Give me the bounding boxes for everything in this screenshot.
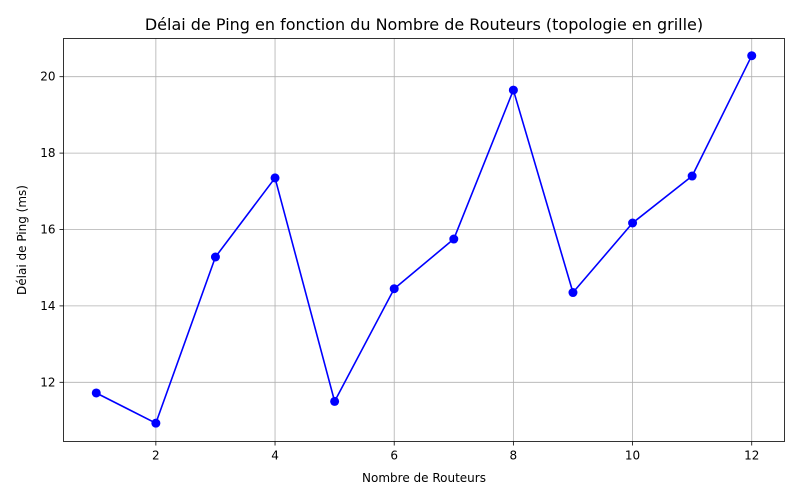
grid bbox=[63, 38, 785, 442]
data-point bbox=[151, 418, 161, 428]
series-line bbox=[95, 55, 753, 424]
y-tick-label: 14 bbox=[40, 299, 55, 313]
data-point bbox=[628, 218, 638, 228]
y-tick-label: 20 bbox=[40, 70, 55, 84]
x-tick-label: 8 bbox=[510, 449, 518, 463]
data-point bbox=[330, 396, 340, 406]
ticks: 2 4 6 8 10 12 12 14 16 18 20 bbox=[40, 70, 759, 463]
y-axis-label: Délai de Ping (ms) bbox=[15, 185, 29, 295]
x-tick-label: 2 bbox=[152, 449, 160, 463]
y-tick-label: 16 bbox=[40, 222, 55, 236]
data-point bbox=[508, 85, 518, 95]
data-point bbox=[747, 51, 757, 61]
x-tick-label: 10 bbox=[625, 449, 640, 463]
x-tick-label: 12 bbox=[744, 449, 759, 463]
data-point bbox=[568, 288, 578, 298]
y-tick-label: 12 bbox=[40, 375, 55, 389]
x-tick-label: 4 bbox=[271, 449, 279, 463]
data-point bbox=[687, 171, 697, 181]
x-tick-label: 6 bbox=[390, 449, 398, 463]
data-point bbox=[91, 388, 101, 398]
data-point bbox=[389, 284, 399, 294]
series bbox=[91, 51, 757, 428]
x-axis-label: Nombre de Routeurs bbox=[362, 471, 486, 485]
data-point bbox=[210, 252, 220, 262]
plot-frame bbox=[63, 38, 785, 442]
data-point bbox=[270, 173, 280, 183]
chart-title: Délai de Ping en fonction du Nombre de R… bbox=[145, 15, 703, 34]
data-point bbox=[449, 234, 459, 244]
y-tick-label: 18 bbox=[40, 146, 55, 160]
